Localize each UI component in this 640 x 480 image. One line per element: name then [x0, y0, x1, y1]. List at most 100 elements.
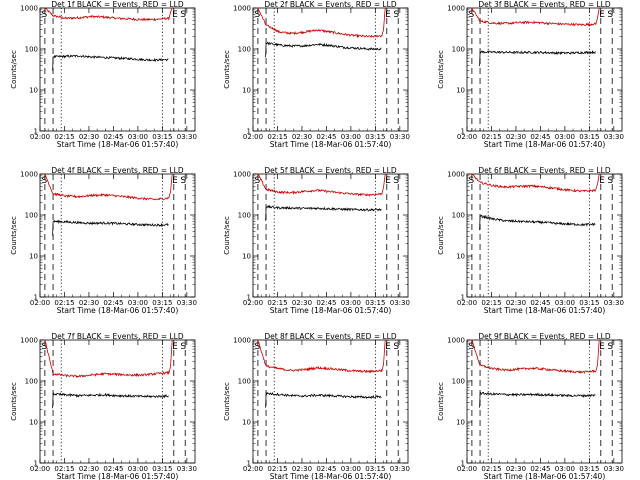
y-tick-label: 1000: [233, 337, 251, 345]
y-tick-label: 100: [25, 378, 38, 386]
x-tick-label: 03:30: [604, 299, 624, 307]
x-tick-label: 02:00: [457, 133, 477, 141]
y-tick-label: 10: [29, 253, 38, 261]
plot-frame: [39, 7, 196, 132]
start-marker: S: [393, 342, 399, 352]
x-tick-label: 02:45: [103, 133, 123, 141]
y-tick-label: 100: [25, 46, 38, 54]
x-tick-label: 02:30: [292, 465, 312, 473]
x-tick-label: 03:00: [341, 299, 361, 307]
x-tick-label: 02:15: [267, 465, 287, 473]
x-tick-label: 03:15: [365, 133, 385, 141]
end-marker: E: [172, 10, 178, 20]
plot-frame: [39, 339, 196, 464]
x-tick-label: 03:30: [177, 133, 197, 141]
x-tick-label: 02:45: [530, 299, 550, 307]
y-tick-label: 100: [238, 378, 251, 386]
chart-title: Det 2f BLACK = Events, RED = LLD: [264, 0, 397, 9]
end-marker: E: [385, 10, 391, 20]
y-axis-label: Counts/sec: [223, 216, 231, 255]
series-line-lld: [43, 173, 173, 201]
y-tick-label: 1000: [447, 5, 465, 13]
x-tick-label: 02:15: [481, 133, 501, 141]
y-tick-label: 1000: [20, 5, 38, 13]
plot-frame: [466, 339, 623, 464]
x-tick-label: 02:30: [506, 133, 526, 141]
chart-panel: Det 8f BLACK = Events, RED = LLD 1 10 100 10…: [223, 332, 410, 480]
x-tick-label: 03:15: [579, 299, 599, 307]
y-tick-label: 100: [452, 378, 465, 386]
start-marker: S: [180, 342, 186, 352]
x-tick-label: 03:30: [177, 299, 197, 307]
x-tick-label: 02:00: [243, 299, 263, 307]
x-axis-label: Start Time (18-Mar-06 01:57:40): [270, 306, 392, 315]
series-line-lld: [43, 339, 173, 378]
y-tick-label: 10: [456, 419, 465, 427]
x-tick-label: 02:00: [457, 299, 477, 307]
x-tick-label: 03:00: [341, 133, 361, 141]
x-tick-label: 02:30: [506, 299, 526, 307]
x-tick-label: 02:00: [243, 133, 263, 141]
y-tick-label: 100: [452, 46, 465, 54]
y-axis-label: Counts/sec: [10, 216, 18, 255]
y-axis-label: Counts/sec: [437, 216, 445, 255]
x-axis-label: Start Time (18-Mar-06 01:57:40): [484, 140, 606, 149]
series-line-events: [265, 391, 382, 408]
x-tick-label: 03:00: [555, 465, 575, 473]
start-marker: S: [255, 176, 261, 186]
start-marker: S: [393, 10, 399, 20]
x-tick-label: 03:30: [177, 465, 197, 473]
x-tick-label: 02:15: [267, 299, 287, 307]
x-axis-label: Start Time (18-Mar-06 01:57:40): [270, 140, 392, 149]
y-tick-label: 10: [29, 87, 38, 95]
x-tick-label: 03:15: [152, 299, 172, 307]
start-marker: S: [255, 342, 261, 352]
y-tick-label: 100: [238, 212, 251, 220]
series-line-events: [52, 219, 169, 236]
y-tick-label: 1000: [20, 337, 38, 345]
chart-panel: Det 5f BLACK = Events, RED = LLD 1 10 100 10…: [223, 166, 410, 315]
x-tick-label: 02:45: [103, 299, 123, 307]
x-tick-label: 03:30: [604, 465, 624, 473]
x-tick-label: 02:00: [457, 465, 477, 473]
chart-panel: Det 1f BLACK = Events, RED = LLD 1 10 100 10…: [10, 0, 197, 149]
x-tick-label: 02:30: [292, 299, 312, 307]
plot-frame: [39, 173, 196, 298]
end-marker: E: [172, 176, 178, 186]
series-line-events: [265, 204, 382, 221]
start-marker: S: [607, 10, 613, 20]
x-tick-label: 03:15: [365, 299, 385, 307]
series-line-lld: [256, 339, 386, 374]
chart-panel: Det 3f BLACK = Events, RED = LLD 1 10 100 10…: [437, 0, 624, 149]
y-tick-label: 1: [461, 294, 465, 302]
x-tick-label: 02:45: [316, 133, 336, 141]
start-marker: S: [607, 342, 613, 352]
x-tick-label: 03:30: [390, 299, 410, 307]
x-tick-label: 03:15: [152, 133, 172, 141]
series-line-lld: [256, 173, 386, 197]
y-tick-label: 1: [34, 294, 38, 302]
x-tick-label: 02:00: [30, 299, 50, 307]
series-line-events: [265, 41, 382, 58]
start-marker: S: [393, 176, 399, 186]
x-tick-label: 03:15: [579, 133, 599, 141]
plot-frame: [252, 7, 409, 132]
x-tick-label: 03:30: [390, 465, 410, 473]
plot-frame: [252, 339, 409, 464]
x-tick-label: 02:15: [481, 299, 501, 307]
start-marker: S: [469, 176, 475, 186]
start-marker: S: [607, 176, 613, 186]
y-tick-label: 100: [238, 46, 251, 54]
x-tick-label: 02:30: [506, 465, 526, 473]
series-line-events: [479, 214, 596, 231]
x-axis-label: Start Time (18-Mar-06 01:57:40): [484, 472, 606, 480]
x-tick-label: 02:45: [530, 133, 550, 141]
chart-panel: Det 4f BLACK = Events, RED = LLD 1 10 100 10…: [10, 166, 197, 315]
x-tick-label: 03:15: [152, 465, 172, 473]
y-axis-label: Counts/sec: [10, 382, 18, 421]
end-marker: E: [599, 10, 605, 20]
chart-title: Det 1f BLACK = Events, RED = LLD: [51, 0, 184, 9]
y-axis-label: Counts/sec: [437, 50, 445, 89]
series-line-lld: [256, 7, 386, 39]
